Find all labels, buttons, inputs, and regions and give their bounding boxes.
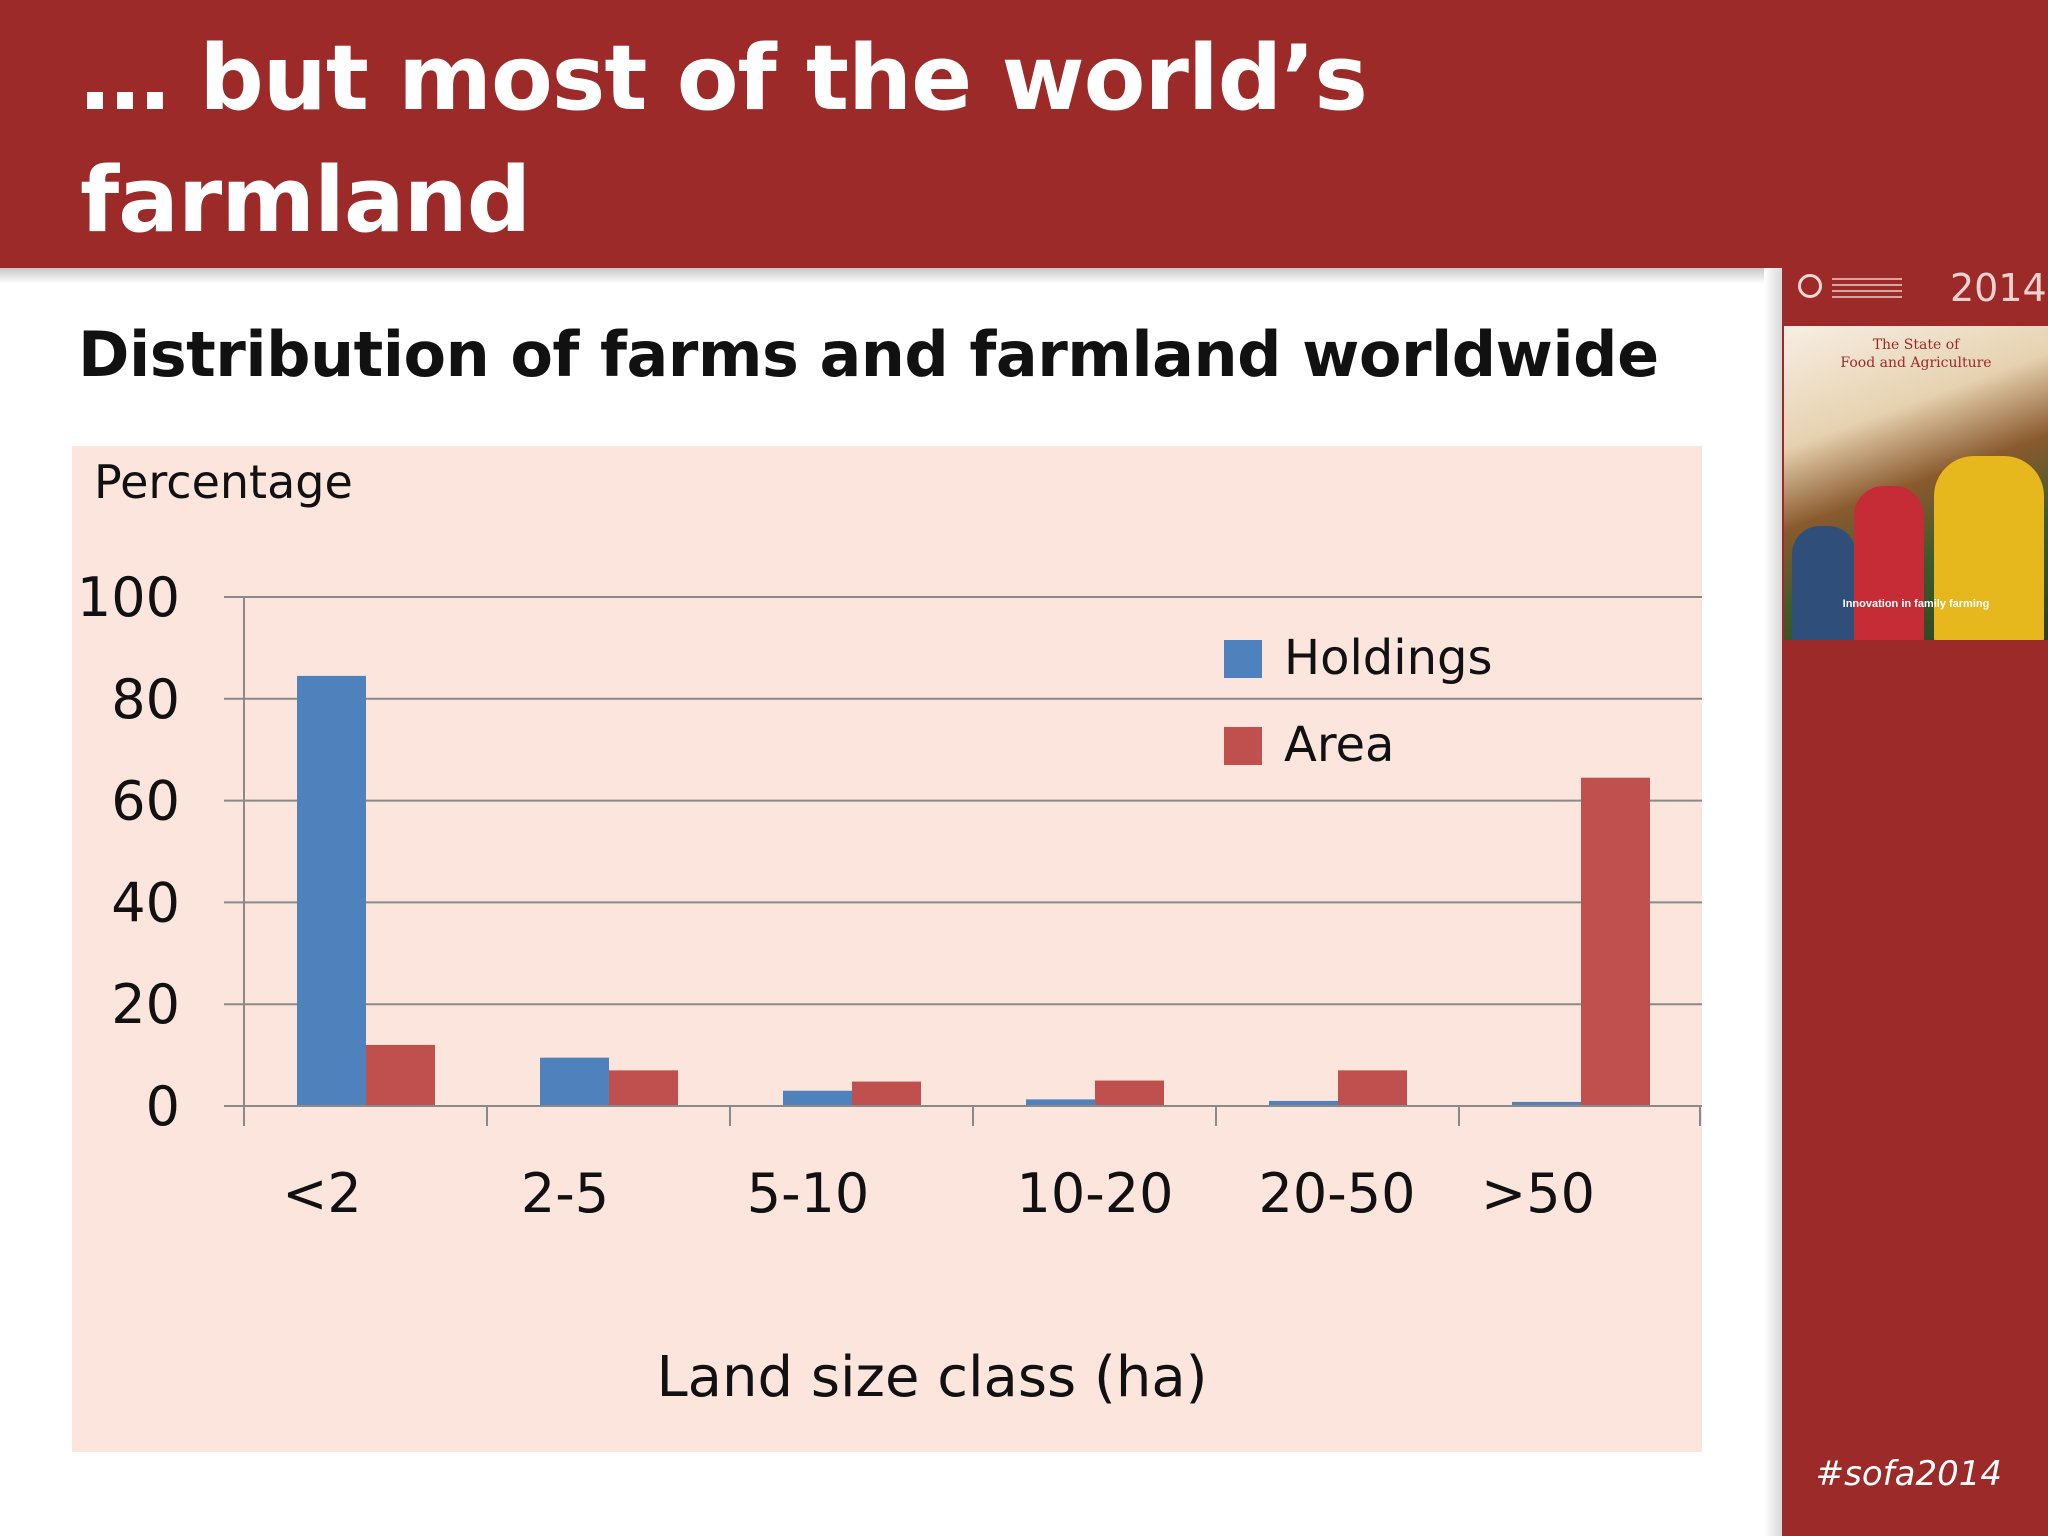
- bar-area-3: [1095, 1080, 1164, 1106]
- slide-headline: … but most of the world’s farmland is on…: [80, 18, 1740, 384]
- title-banner: … but most of the world’s farmland is on…: [0, 0, 2048, 375]
- headline-line-2: is on large farms: [80, 270, 921, 375]
- cover-title: The State of Food and Agriculture: [1784, 336, 2048, 372]
- fao-name-block: [1832, 278, 1902, 300]
- x-tick-label-4: 20-50: [1259, 1162, 1416, 1225]
- x-axis-label: Land size class (ha): [656, 1345, 1207, 1410]
- x-tick-label-3: 10-20: [1017, 1162, 1174, 1225]
- cover-year: 2014: [1950, 266, 2047, 310]
- side-divider: [1764, 268, 1782, 1536]
- cover-figure-left: [1792, 526, 1856, 640]
- legend-swatch-holdings: [1224, 640, 1262, 678]
- bar-area-0: [366, 1044, 435, 1106]
- legend-label-area: Area: [1284, 717, 1394, 773]
- report-cover-image: 2014 The State of Food and Agriculture I…: [1784, 258, 2048, 640]
- headline-line-1: … but most of the world’s farmland: [80, 26, 1368, 253]
- x-tick-label-1: 2-5: [521, 1162, 609, 1225]
- chart-subtitle: Distribution of farms and farmland world…: [78, 318, 1659, 391]
- cover-figure-middle: [1854, 486, 1924, 640]
- x-tick-label-2: 5-10: [747, 1162, 870, 1225]
- chart-panel: Percentage 0 20 40 60 80 100 <2 2-5 5-10 10-20 20-5…: [72, 446, 1702, 1452]
- cover-title-line-2: Food and Agriculture: [1840, 355, 1992, 371]
- cover-title-line-1: The State of: [1872, 337, 1960, 353]
- fao-logo-icon: [1798, 274, 1822, 298]
- x-tick-label-5: >50: [1481, 1162, 1595, 1225]
- bar-area-5: [1581, 777, 1650, 1106]
- cover-figure-right: [1934, 456, 2044, 640]
- y-tick-label-60: 60: [111, 770, 180, 833]
- bar-holdings-4: [1269, 1100, 1338, 1106]
- cover-header: 2014: [1784, 258, 2048, 326]
- bar-area-4: [1338, 1070, 1407, 1106]
- cover-strapline: Innovation in family farming: [1842, 598, 1990, 610]
- y-tick-label-100: 100: [77, 566, 180, 629]
- bar-area-1: [609, 1070, 678, 1106]
- bar-holdings-5: [1512, 1101, 1581, 1106]
- y-tick-label-0: 0: [146, 1075, 180, 1138]
- cover-photo: [1784, 326, 2048, 640]
- bar-holdings-2: [783, 1090, 852, 1106]
- y-tick-label-80: 80: [111, 668, 180, 731]
- y-tick-label-20: 20: [111, 973, 180, 1036]
- hashtag: #sofa2014: [1815, 1454, 2002, 1494]
- banner-shadow: [0, 268, 1785, 284]
- legend-label-holdings: Holdings: [1284, 630, 1493, 686]
- y-axis-label: Percentage: [94, 455, 353, 509]
- y-tick-label-40: 40: [111, 871, 180, 934]
- bar-holdings-3: [1026, 1099, 1095, 1106]
- x-tick-label-0: <2: [282, 1162, 362, 1225]
- bar-chart: Percentage 0 20 40 60 80 100 <2 2-5 5-10 10-20 20-5…: [77, 455, 1702, 1410]
- bar-holdings-1: [540, 1057, 609, 1106]
- bar-holdings-0: [297, 675, 366, 1106]
- legend-swatch-area: [1224, 727, 1262, 765]
- bar-area-2: [852, 1081, 921, 1106]
